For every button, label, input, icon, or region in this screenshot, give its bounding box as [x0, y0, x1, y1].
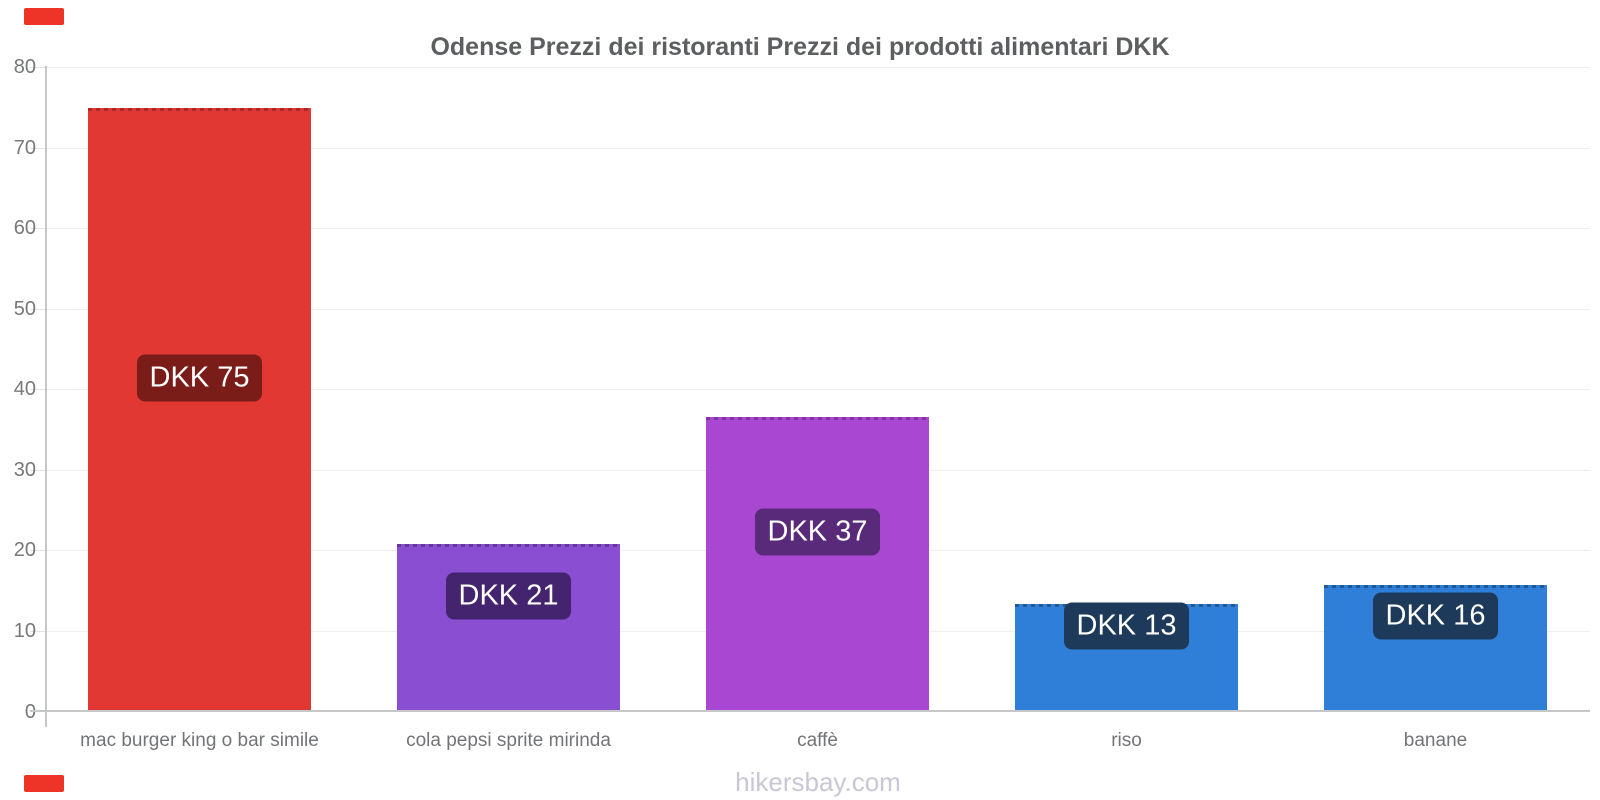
bar-mac-burger-king-o-bar-simile [88, 108, 311, 712]
gridline [45, 389, 1590, 391]
x-category-label: caffè [797, 730, 838, 751]
x-category-label: banane [1403, 730, 1468, 751]
x-category-label: mac burger king o bar simile [80, 730, 319, 751]
value-badge: DKK 16 [1372, 592, 1499, 640]
y-tickmark [30, 308, 45, 310]
y-tickmark [30, 550, 45, 552]
footer-watermark: hikersbay.com [735, 767, 901, 797]
bar-top-dashed-edge [706, 416, 929, 420]
value-badge: DKK 21 [445, 572, 572, 620]
value-badge: DKK 13 [1063, 602, 1190, 650]
y-axis-line [45, 66, 47, 727]
y-tickmark [30, 630, 45, 632]
y-tickmark [30, 147, 45, 149]
bar-cola-pepsi-sprite-mirinda [397, 543, 620, 712]
value-badge: DKK 37 [754, 508, 881, 556]
x-category-label: riso [1111, 730, 1142, 751]
gridline [45, 228, 1590, 230]
x-category-label: cola pepsi sprite mirinda [406, 730, 611, 751]
y-axis-tick-label: 20 [13, 539, 36, 562]
corner-accent-top-left [24, 8, 64, 25]
y-axis-tick-label: 80 [13, 56, 36, 78]
y-axis-tick-label: 40 [13, 378, 36, 401]
gridline [45, 308, 1590, 310]
y-axis-tick-label: 60 [13, 217, 36, 240]
value-badge: DKK 75 [136, 354, 263, 402]
bar-caffè [706, 416, 929, 712]
bar-top-dashed-edge [88, 108, 311, 112]
y-tickmark [30, 389, 45, 391]
gridline [45, 67, 1590, 68]
y-tickmark [30, 67, 45, 68]
y-axis-tick-label: 30 [13, 458, 36, 481]
y-tickmark [30, 228, 45, 230]
bar-top-dashed-edge [397, 543, 620, 547]
chart-title: Odense Prezzi dei ristoranti Prezzi dei … [430, 32, 1170, 61]
y-tickmark [30, 469, 45, 471]
y-axis-tick-label: 50 [13, 297, 36, 320]
x-axis-line [30, 710, 1590, 712]
corner-accent-bottom-left [24, 775, 64, 792]
bar-top-dashed-edge [1324, 585, 1547, 589]
y-axis-tick-label: 70 [13, 136, 36, 159]
y-axis-tick-label: 10 [13, 619, 36, 642]
gridline [45, 147, 1590, 149]
